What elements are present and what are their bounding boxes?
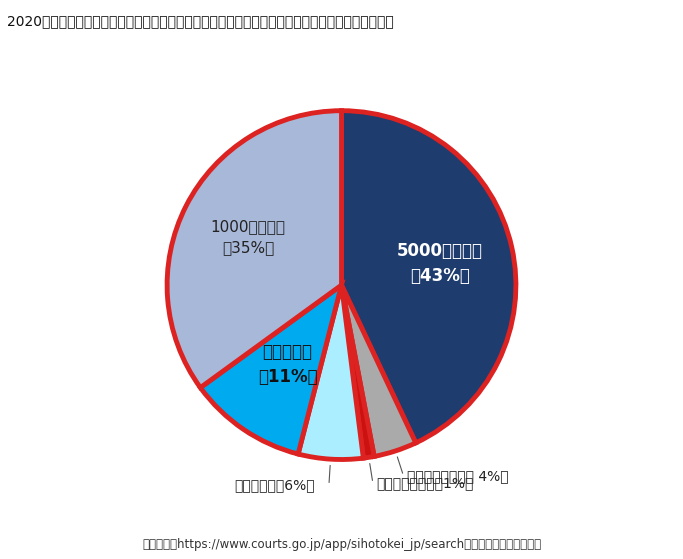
Text: 司法統計（https://www.courts.go.jp/app/sihotokei_jp/search）よりインテリクス作成: 司法統計（https://www.courts.go.jp/app/sihoto…: [142, 538, 541, 551]
Text: ５億円以下（6%）: ５億円以下（6%）: [234, 479, 315, 492]
Wedge shape: [200, 285, 342, 454]
Wedge shape: [342, 285, 416, 456]
Text: 算定不能・不詳（ 4%）: 算定不能・不詳（ 4%）: [407, 469, 509, 483]
Wedge shape: [342, 111, 516, 443]
Text: 5000万円以下
（43%）: 5000万円以下 （43%）: [398, 241, 483, 285]
Text: 2020年度遺産分割事件のうち認容・調停成立件数（「分割をしない」を除く）＿遺産の価額別割合: 2020年度遺産分割事件のうち認容・調停成立件数（「分割をしない」を除く）＿遺産…: [7, 14, 393, 28]
Wedge shape: [298, 285, 363, 459]
Wedge shape: [167, 111, 342, 387]
Text: １億円以下
（11%）: １億円以下 （11%）: [257, 343, 318, 386]
Wedge shape: [342, 285, 374, 458]
Text: 1000万円以下
（35%）: 1000万円以下 （35%）: [211, 220, 285, 255]
Text: ５億円を超える（1%）: ５億円を超える（1%）: [376, 476, 474, 490]
